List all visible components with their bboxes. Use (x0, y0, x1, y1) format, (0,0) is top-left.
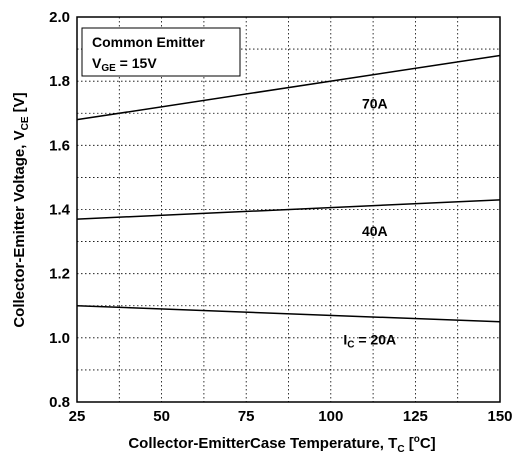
y-axis-title: Collector-Emitter Voltage, VCE [V] (11, 92, 31, 327)
legend-box: Common Emitter VGE = 15V (81, 27, 241, 77)
x-tick-label: 125 (403, 408, 428, 425)
y-tick-label: 1.2 (49, 266, 70, 283)
x-tick-label: 50 (153, 408, 170, 425)
y-tick-label: 1.0 (49, 330, 70, 347)
y-tick-label: 1.8 (49, 73, 70, 90)
y-tick-label: 0.8 (49, 394, 70, 411)
series-label: 40A (362, 223, 388, 239)
x-tick-label: 75 (238, 408, 255, 425)
x-tick-labels: 25 50 75 100 125 150 (69, 408, 513, 425)
x-tick-label: 150 (487, 408, 512, 425)
series-line (76, 199, 501, 220)
series-line (76, 305, 501, 323)
legend-line1: Common Emitter (92, 34, 205, 50)
x-tick-label: 25 (69, 408, 86, 425)
y-tick-label: 1.4 (49, 202, 71, 219)
x-tick-label: 100 (318, 408, 343, 425)
plot-frame (76, 16, 501, 403)
y-tick-label: 1.6 (49, 137, 70, 154)
series-labels: 70A 40A IC = 20A (343, 95, 396, 350)
series-lines (76, 54, 501, 323)
series-label: IC = 20A (343, 331, 396, 350)
y-tick-label: 2.0 (49, 9, 70, 26)
legend-line2: VGE = 15V (92, 55, 157, 74)
x-axis-title: Collector-EmitterCase Temperature, TC [o… (128, 434, 435, 455)
series-label: 70A (362, 95, 388, 111)
y-tick-labels: 0.8 1.0 1.2 1.4 1.6 1.8 2.0 (49, 9, 71, 411)
series-line (76, 54, 501, 121)
